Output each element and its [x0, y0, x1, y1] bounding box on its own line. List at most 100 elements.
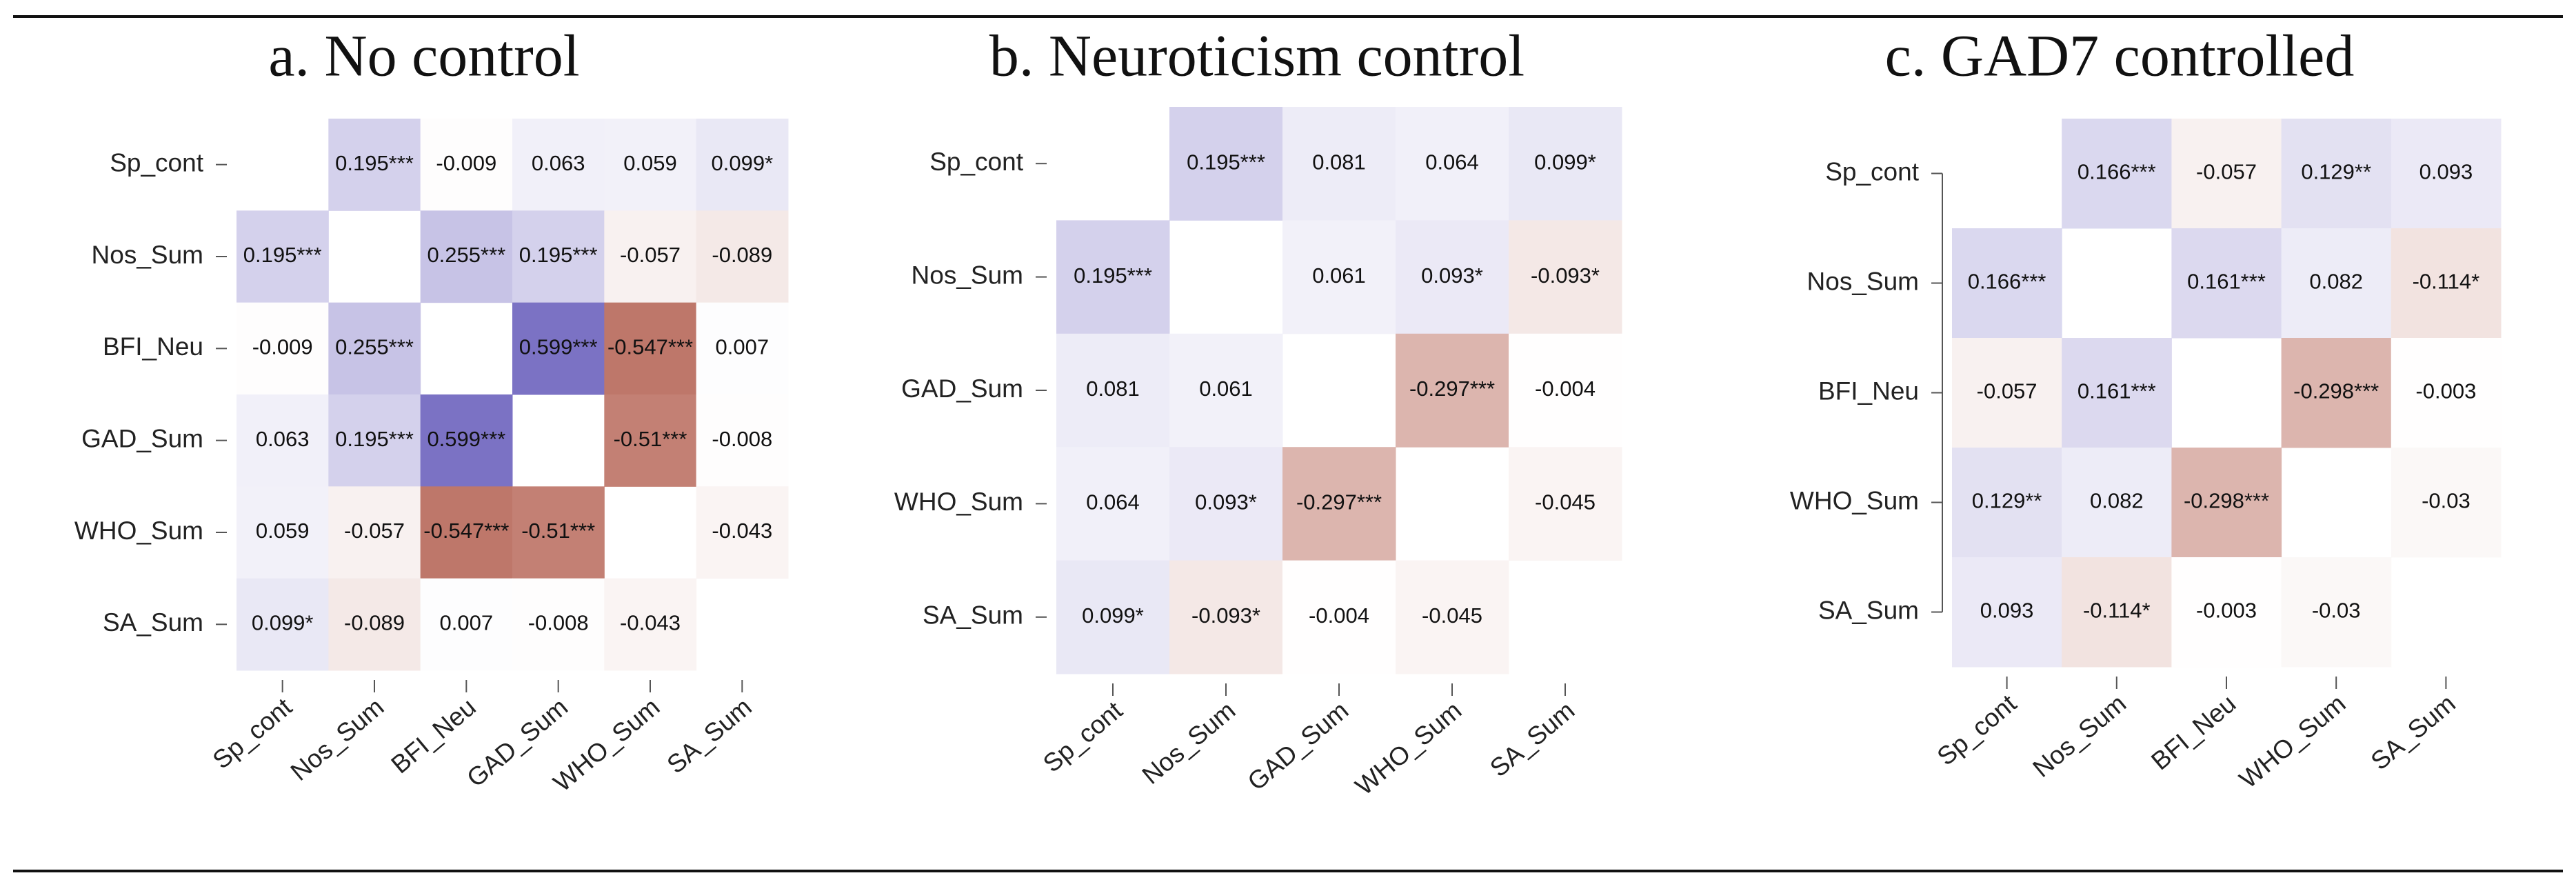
heat-cell: [2171, 557, 2282, 668]
cell-label: -0.057: [1977, 379, 2037, 403]
cell-label: 0.061: [1199, 377, 1253, 401]
cell-label: -0.043: [620, 611, 681, 635]
heat-cell: [1509, 107, 1622, 221]
heat-cell: [1169, 560, 1283, 674]
y-tick-label: Sp_cont: [929, 148, 1023, 176]
cell-label: 0.599***: [427, 427, 505, 451]
cell-label: 0.195***: [1074, 263, 1152, 288]
heat-cell: [237, 302, 329, 395]
cell-label: -0.009: [436, 151, 496, 175]
cell-label: 0.166***: [1968, 270, 2046, 294]
x-tick-label: Sp_cont: [1932, 689, 2022, 771]
heat-cell: [604, 302, 697, 395]
cell-label: -0.089: [344, 611, 405, 635]
heat-cell: [237, 486, 329, 579]
heat-cell: [1396, 333, 1509, 448]
heat-cell: [328, 394, 421, 487]
cell-label: 0.059: [623, 151, 677, 175]
cell-label: -0.057: [620, 243, 681, 267]
cell-label: -0.547***: [607, 335, 693, 359]
heat-cell: [512, 210, 605, 303]
cell-label: 0.063: [256, 427, 310, 451]
heat-cell: [328, 302, 421, 395]
cell-label: 0.082: [2090, 489, 2144, 513]
x-tick-label: WHO_Sum: [2234, 689, 2351, 794]
cell-label: 0.093: [1980, 599, 2034, 623]
y-tick-label: Sp_cont: [110, 148, 203, 177]
heat-cell: [2281, 557, 2392, 668]
x-tick-label: Nos_Sum: [2027, 689, 2131, 783]
heat-cell: [696, 486, 789, 579]
cell-label: -0.298***: [2184, 489, 2269, 513]
heat-cell: [2281, 338, 2392, 448]
y-tick-label: SA_Sum: [103, 608, 203, 637]
cell-label: 0.255***: [335, 335, 414, 359]
x-tick-label: WHO_Sum: [1350, 696, 1467, 801]
cell-label: -0.297***: [1409, 377, 1495, 401]
x-tick-label: Sp_cont: [208, 692, 298, 774]
cell-label: -0.045: [1535, 490, 1596, 514]
cell-label: 0.195***: [335, 427, 414, 451]
cell-label: 0.061: [1312, 263, 1366, 288]
heat-cell: [604, 578, 697, 671]
heat-cell: [328, 119, 421, 211]
y-tick-label: WHO_Sum: [74, 517, 203, 545]
cell-label: 0.195***: [519, 243, 598, 267]
heat-cell: [420, 394, 513, 487]
heat-cell: [2171, 448, 2282, 558]
heat-cell: [696, 119, 789, 211]
cell-label: -0.51***: [614, 427, 687, 451]
heat-cell: [2171, 228, 2282, 339]
y-tick-label: GAD_Sum: [901, 374, 1023, 403]
heat-cell: [1056, 333, 1170, 448]
cell-label: -0.008: [712, 427, 772, 451]
cell-label: -0.03: [2312, 599, 2361, 623]
heat-cell: [696, 210, 789, 303]
heat-cell: [696, 302, 789, 395]
heat-cell: [237, 394, 329, 487]
cell-label: -0.008: [528, 611, 589, 635]
heat-cell: [1396, 220, 1509, 334]
heat-cell: [1509, 220, 1622, 334]
heat-cell: [1396, 560, 1509, 674]
cell-label: -0.004: [1535, 377, 1596, 401]
panel-title: b. Neuroticism control: [989, 23, 1525, 89]
heat-cell: [1169, 447, 1283, 561]
cell-label: 0.064: [1425, 150, 1479, 174]
heat-cell: [2062, 119, 2172, 229]
panel-title: a. No control: [268, 23, 579, 89]
cell-label: 0.599***: [519, 335, 598, 359]
heat-cell: [2391, 338, 2502, 448]
y-tick-label: WHO_Sum: [1790, 486, 1919, 514]
heat-cell: [328, 486, 421, 579]
heat-cell: [1056, 560, 1170, 674]
heat-cell: [237, 578, 329, 671]
heat-cell: [2281, 119, 2392, 229]
heat-cell: [420, 119, 513, 211]
x-tick-label: SA_Sum: [662, 692, 757, 779]
x-tick-label: Nos_Sum: [285, 692, 390, 786]
cell-label: 0.195***: [335, 151, 414, 175]
heat-cell: [1282, 107, 1396, 221]
y-tick-label: Nos_Sum: [1807, 267, 1919, 295]
y-tick-label: Nos_Sum: [912, 261, 1023, 289]
cell-label: 0.059: [256, 519, 310, 543]
cell-label: 0.093: [2419, 160, 2473, 184]
x-tick-label: SA_Sum: [2366, 689, 2461, 775]
heat-cell: [1056, 447, 1170, 561]
y-tick-label: Sp_cont: [1825, 157, 1919, 186]
cell-label: -0.009: [252, 335, 313, 359]
heat-cell: [1282, 447, 1396, 561]
cell-label: -0.093*: [1531, 263, 1600, 288]
y-tick-label: Nos_Sum: [92, 241, 203, 269]
heat-cell: [1282, 220, 1396, 334]
cell-label: 0.082: [2309, 270, 2363, 294]
cell-label: 0.129**: [1972, 489, 2042, 513]
cell-label: -0.114*: [2083, 599, 2151, 623]
x-tick-label: SA_Sum: [1485, 696, 1580, 782]
cell-label: 0.081: [1086, 377, 1140, 401]
cell-label: -0.057: [344, 519, 405, 543]
heat-cell: [512, 486, 605, 579]
y-tick-label: BFI_Neu: [103, 332, 203, 361]
heat-cell: [696, 394, 789, 487]
